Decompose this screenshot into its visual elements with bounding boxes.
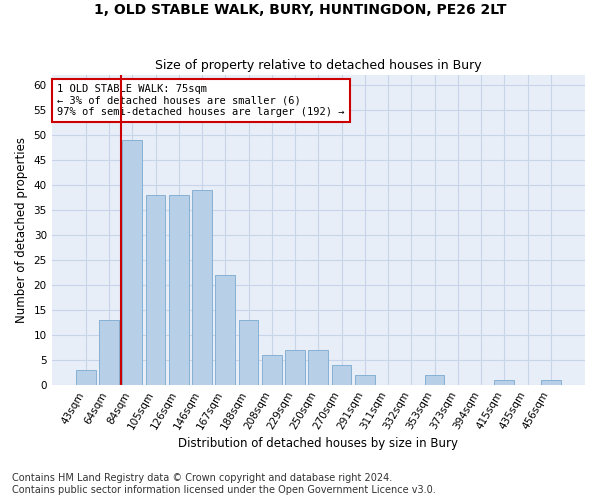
Bar xyxy=(146,195,166,385)
Bar xyxy=(285,350,305,385)
Bar xyxy=(239,320,259,385)
Bar xyxy=(308,350,328,385)
Y-axis label: Number of detached properties: Number of detached properties xyxy=(15,137,28,323)
Title: Size of property relative to detached houses in Bury: Size of property relative to detached ho… xyxy=(155,59,482,72)
Text: 1 OLD STABLE WALK: 75sqm
← 3% of detached houses are smaller (6)
97% of semi-det: 1 OLD STABLE WALK: 75sqm ← 3% of detache… xyxy=(57,84,344,117)
Bar xyxy=(76,370,95,385)
Bar xyxy=(262,355,282,385)
Bar xyxy=(494,380,514,385)
Bar xyxy=(99,320,119,385)
X-axis label: Distribution of detached houses by size in Bury: Distribution of detached houses by size … xyxy=(178,437,458,450)
Bar xyxy=(122,140,142,385)
Bar xyxy=(541,380,561,385)
Bar xyxy=(332,365,352,385)
Text: Contains HM Land Registry data © Crown copyright and database right 2024.
Contai: Contains HM Land Registry data © Crown c… xyxy=(12,474,436,495)
Bar xyxy=(192,190,212,385)
Bar xyxy=(215,275,235,385)
Bar xyxy=(169,195,188,385)
Bar xyxy=(425,375,445,385)
Text: 1, OLD STABLE WALK, BURY, HUNTINGDON, PE26 2LT: 1, OLD STABLE WALK, BURY, HUNTINGDON, PE… xyxy=(94,2,506,16)
Bar xyxy=(355,375,375,385)
